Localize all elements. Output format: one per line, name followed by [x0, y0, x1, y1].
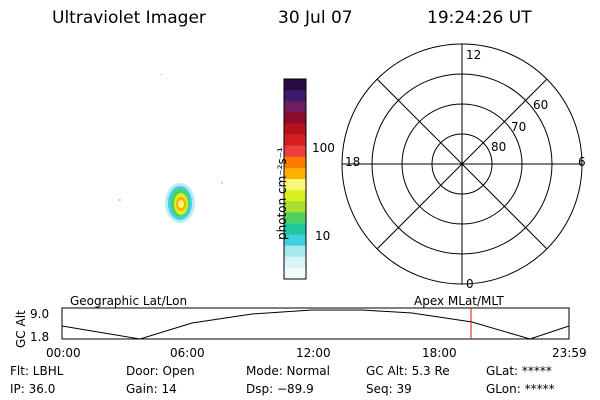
colorbar-swatch	[284, 79, 306, 91]
colorbar-swatch	[284, 179, 306, 191]
geographic-title: Geographic Lat/Lon	[70, 294, 188, 308]
gain-status: Gain: 14	[126, 382, 177, 396]
gc-alt-status: GC Alt: 5.3 Re	[366, 364, 450, 378]
colorbar-swatch	[284, 234, 306, 247]
xtick-2359: 23:59	[552, 346, 587, 360]
colorbar-swatch	[284, 267, 306, 280]
xtick-1200: 12:00	[296, 346, 331, 360]
mlt-label-0: 0	[466, 277, 474, 291]
colorbar-swatch	[284, 123, 306, 136]
lat-label-60: 60	[533, 98, 549, 112]
dsp-status: Dsp: −89.9	[246, 382, 314, 396]
mlt-label-6: 6	[578, 155, 586, 169]
filter-status: Flt: LBHL	[10, 364, 64, 378]
colorbar-swatch	[284, 223, 306, 236]
ytick-1-8: 1.8	[30, 330, 50, 344]
gc-alt-axis-label: GC Alt	[14, 310, 28, 348]
colorbar-swatch	[284, 101, 306, 113]
colorbar-swatch	[284, 156, 306, 169]
apex-title: Apex MLat/MLT	[414, 294, 504, 308]
colorbar-swatch	[284, 90, 306, 102]
time-label: 19:24:26 UT	[427, 8, 532, 28]
date-label: 30 Jul 07	[278, 8, 353, 28]
colorbar-swatch	[284, 190, 306, 202]
lat-label-80: 80	[491, 140, 507, 154]
orbit-plot	[61, 307, 570, 340]
colorbar-tick-10: 10	[315, 229, 331, 243]
colorbar-label: photon cm⁻²s⁻¹	[275, 147, 289, 240]
xtick-0600: 06:00	[170, 346, 205, 360]
colorbar-swatch	[284, 256, 306, 269]
colorbar-swatch	[284, 245, 306, 258]
colorbar	[283, 78, 307, 280]
colorbar-swatch	[284, 201, 306, 213]
ip-status: IP: 36.0	[10, 382, 56, 396]
colorbar-swatch	[284, 112, 306, 124]
glat-status: GLat: *****	[486, 364, 552, 378]
colorbar-tick-100: 100	[312, 141, 335, 155]
door-status: Door: Open	[126, 364, 195, 378]
lat-label-70: 70	[511, 120, 527, 134]
seq-status: Seq: 39	[366, 382, 412, 396]
colorbar-swatch	[284, 145, 306, 158]
colorbar-swatch	[284, 212, 306, 224]
mlt-label-12: 12	[466, 48, 482, 62]
colorbar-swatch	[284, 167, 306, 180]
glon-status: GLon: *****	[486, 382, 555, 396]
polar-plot	[341, 43, 583, 285]
uv-image-blob	[118, 74, 223, 223]
mode-status: Mode: Normal	[246, 364, 330, 378]
xtick-0000: 00:00	[46, 346, 81, 360]
instrument-title: Ultraviolet Imager	[52, 8, 206, 28]
xtick-1800: 18:00	[422, 346, 457, 360]
colorbar-swatch	[284, 134, 306, 147]
ytick-9: 9.0	[30, 307, 50, 321]
mlt-label-18: 18	[345, 155, 361, 169]
